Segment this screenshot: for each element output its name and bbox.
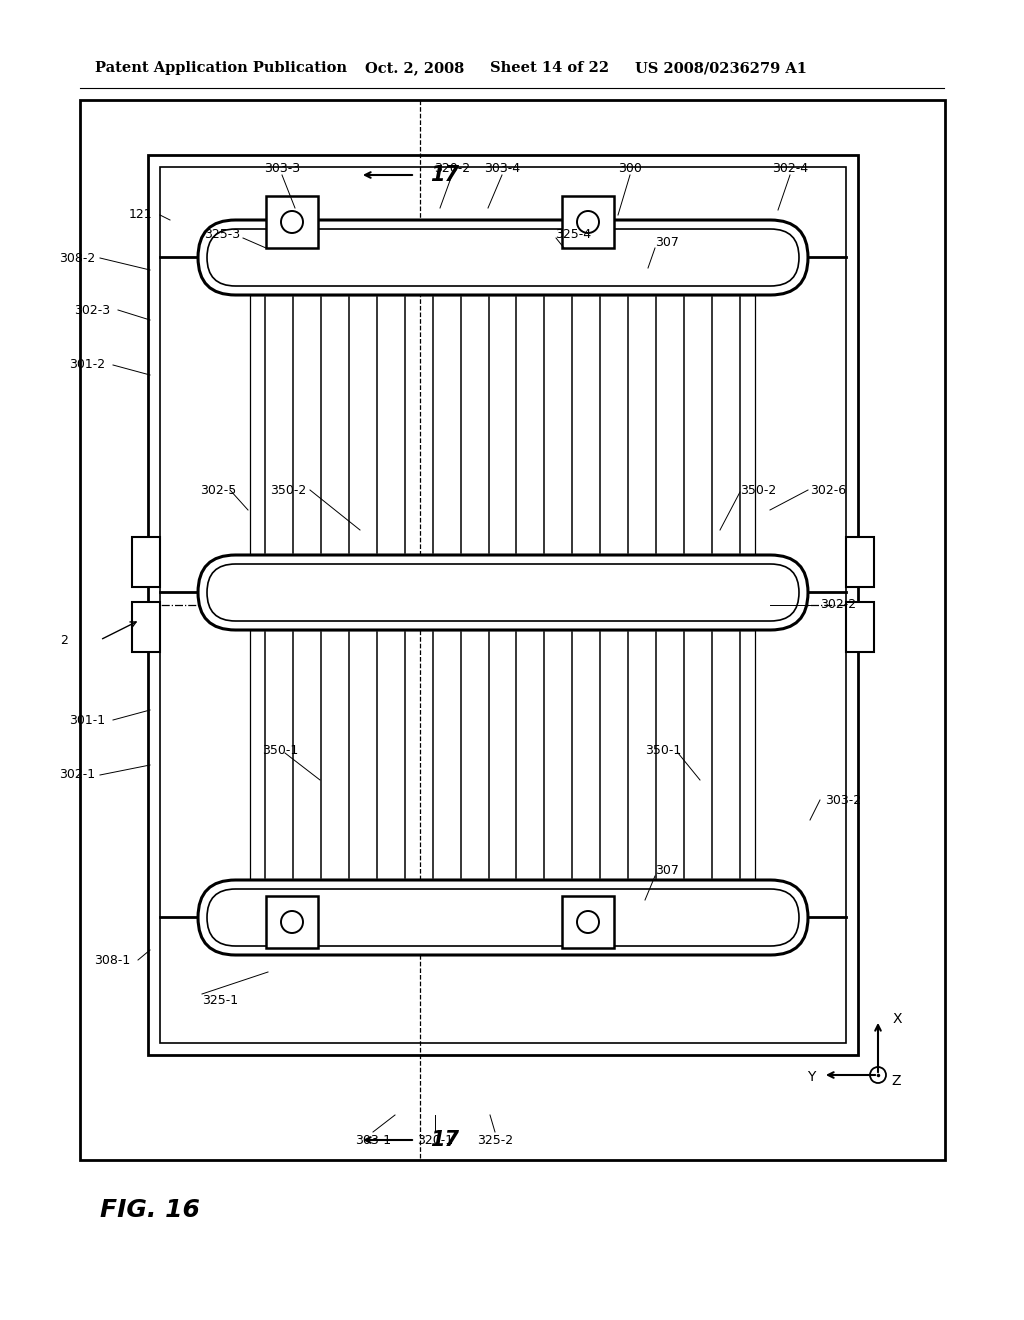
Bar xyxy=(562,195,614,248)
Text: 350-1: 350-1 xyxy=(645,743,681,756)
Bar xyxy=(132,537,160,587)
Text: 17: 17 xyxy=(430,1130,459,1150)
Text: 320-2: 320-2 xyxy=(434,161,470,174)
Text: 301-1: 301-1 xyxy=(69,714,105,726)
Text: 302-2: 302-2 xyxy=(820,598,856,611)
Text: 303-4: 303-4 xyxy=(484,161,520,174)
Bar xyxy=(846,602,874,652)
Text: 303-3: 303-3 xyxy=(264,161,300,174)
Bar xyxy=(160,168,846,1043)
Text: 325-1: 325-1 xyxy=(202,994,239,1006)
FancyBboxPatch shape xyxy=(198,554,808,630)
FancyBboxPatch shape xyxy=(198,880,808,954)
Bar xyxy=(266,195,318,248)
Text: 303-1: 303-1 xyxy=(355,1134,391,1147)
Bar xyxy=(562,896,614,948)
Text: 302-3: 302-3 xyxy=(74,304,110,317)
Text: 302-1: 302-1 xyxy=(58,768,95,781)
Text: Patent Application Publication: Patent Application Publication xyxy=(95,61,347,75)
Text: 307: 307 xyxy=(655,863,679,876)
Text: US 2008/0236279 A1: US 2008/0236279 A1 xyxy=(635,61,807,75)
FancyBboxPatch shape xyxy=(198,220,808,294)
Text: 307: 307 xyxy=(655,235,679,248)
Bar xyxy=(250,630,755,880)
Text: 303-2: 303-2 xyxy=(825,793,861,807)
Bar xyxy=(80,100,945,1160)
Text: 325-2: 325-2 xyxy=(477,1134,513,1147)
Text: Z: Z xyxy=(891,1074,900,1088)
Text: 300: 300 xyxy=(618,161,642,174)
Text: 350-1: 350-1 xyxy=(262,743,298,756)
Text: 350-2: 350-2 xyxy=(740,483,776,496)
Text: FIG. 16: FIG. 16 xyxy=(100,1199,200,1222)
Text: 301-2: 301-2 xyxy=(69,359,105,371)
Text: 2: 2 xyxy=(60,634,68,647)
Text: 325-3: 325-3 xyxy=(204,228,240,242)
Bar xyxy=(132,602,160,652)
Text: 320-1: 320-1 xyxy=(417,1134,453,1147)
Text: 350-2: 350-2 xyxy=(270,483,306,496)
Bar xyxy=(266,896,318,948)
Text: 302-4: 302-4 xyxy=(772,161,808,174)
Bar xyxy=(148,154,858,1055)
Text: 325-4: 325-4 xyxy=(555,228,591,242)
Text: Oct. 2, 2008: Oct. 2, 2008 xyxy=(365,61,464,75)
Bar xyxy=(250,294,755,554)
Text: 121: 121 xyxy=(128,209,152,222)
Text: 308-1: 308-1 xyxy=(94,953,130,966)
Text: 17: 17 xyxy=(430,165,459,185)
Text: X: X xyxy=(893,1012,902,1026)
Text: 308-2: 308-2 xyxy=(58,252,95,264)
Text: Y: Y xyxy=(807,1071,815,1084)
Text: 302-5: 302-5 xyxy=(200,483,237,496)
Text: Sheet 14 of 22: Sheet 14 of 22 xyxy=(490,61,609,75)
Text: 302-6: 302-6 xyxy=(810,483,846,496)
Bar xyxy=(846,537,874,587)
